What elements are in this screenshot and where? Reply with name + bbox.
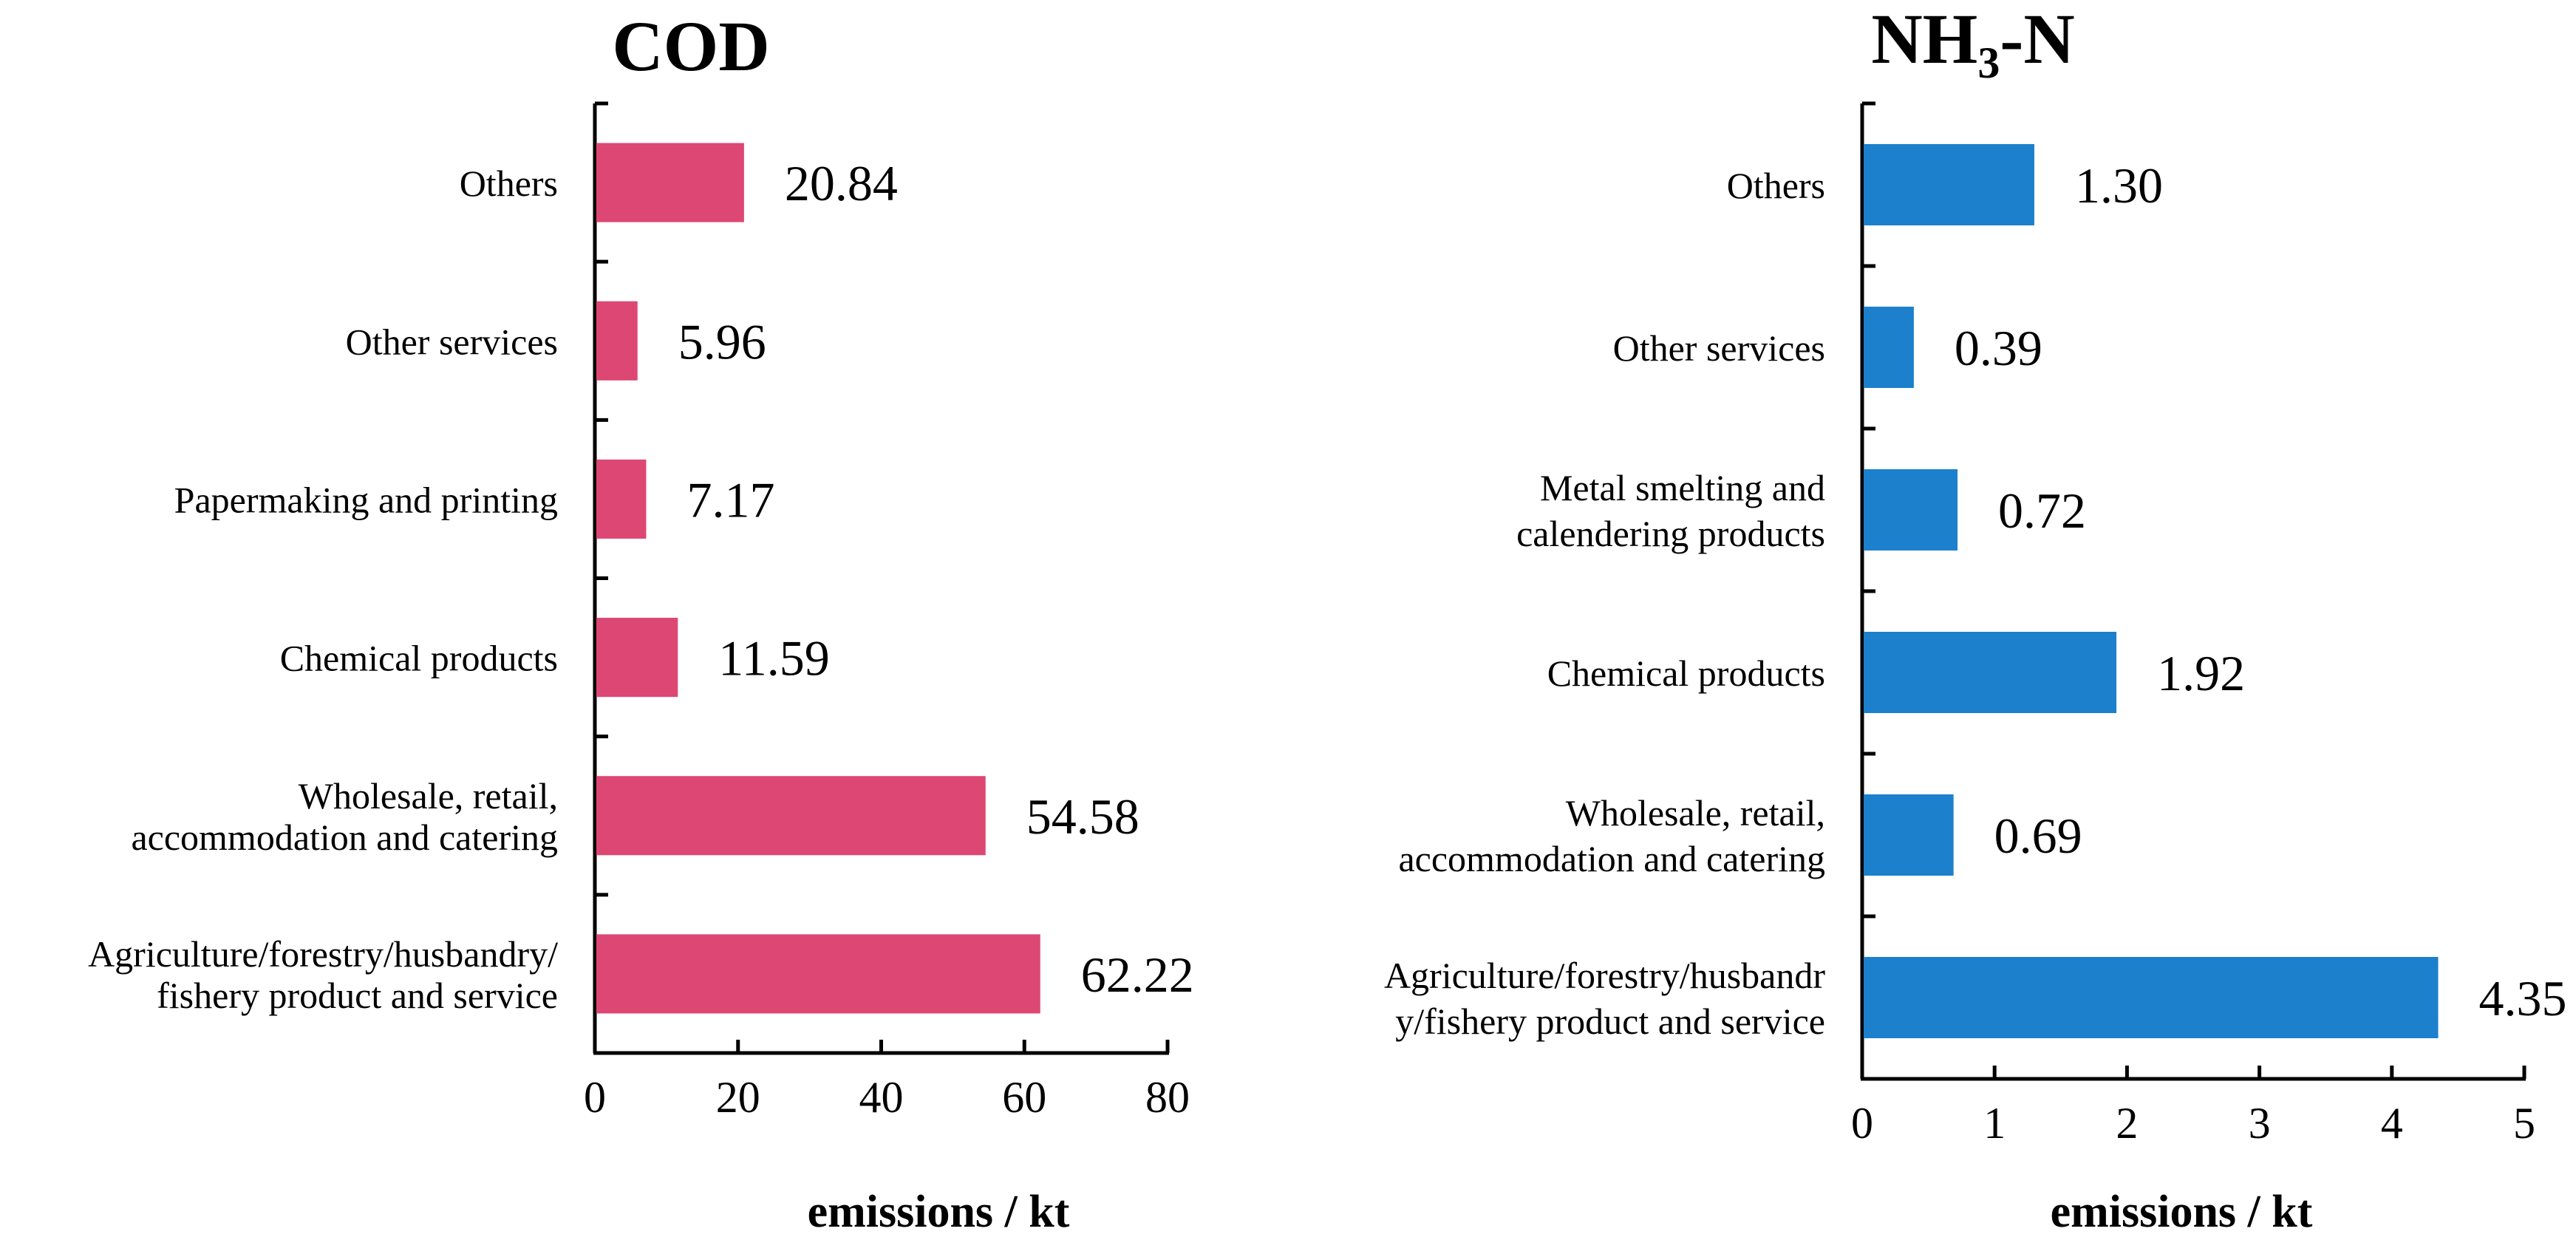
nh3n-value-label: 4.35 [2479,970,2567,1026]
nh3n-value-label: 0.72 [1998,483,2086,539]
nh3n-bar [1864,957,2439,1038]
nh3n-category-label: Others [1727,165,1825,206]
cod-x-tick-label: 80 [1145,1073,1190,1122]
nh3n-bar [1864,307,1914,388]
cod-value-label: 62.22 [1081,947,1194,1003]
cod-category-label: Others [460,163,558,204]
cod-category-label: Papermaking and printing [174,479,558,520]
nh3n-chart-title: NH3-N [1871,0,2074,87]
nh3n-bar [1864,144,2034,225]
cod-bar [596,459,647,539]
nh3n-chart-panel: NH3-N 0 1 2 3 4 5 1.30 Others 0.39 Other services 0… [1384,0,2567,1237]
cod-x-tick-label: 40 [859,1073,904,1122]
nh3n-category-label: Agriculture/forestry/husbandr y/fishery p… [1384,955,1825,1042]
cod-value-label: 11.59 [718,630,829,686]
cod-bar [596,301,638,381]
nh3n-bar [1864,632,2117,713]
nh3n-x-tick-label: 0 [1851,1099,1873,1148]
cod-value-label: 20.84 [785,155,898,211]
nh3n-x-tick-label: 3 [2249,1099,2271,1148]
cod-x-tick-label: 0 [584,1073,606,1122]
nh3n-bar [1864,469,1958,551]
cod-value-label: 7.17 [686,471,774,528]
nh3n-category-label: Wholesale, retail, accommodation and cate… [1398,792,1825,879]
nh3n-category-label: Metal smelting and calendering products [1516,467,1825,554]
cod-category-label: Agriculture/forestry/husbandry/fishery p… [88,933,558,1016]
nh3n-bar [1864,794,1954,876]
nh3n-x-tick-label: 2 [2116,1099,2138,1148]
nh3n-category-label: Chemical products [1547,652,1825,694]
cod-category-label: Other services [346,321,558,362]
cod-category-label: Wholesale, retail, accommodation and cate… [131,775,558,858]
cod-chart-panel: COD 0 20 40 60 80 20.84 Others 5.96 Other service… [88,7,1194,1237]
nh3n-x-tick-label: 1 [1983,1099,2006,1148]
cod-x-axis-title: emissions / kt [808,1187,1070,1237]
nh3n-value-label: 0.39 [1955,320,2042,376]
nh3n-x-axis-title: emissions / kt [2051,1187,2313,1237]
cod-bar [596,618,678,698]
nh3n-value-label: 1.92 [2157,645,2245,701]
cod-x-tick-label: 20 [716,1073,760,1122]
cod-bar [596,143,744,222]
cod-chart-title: COD [612,7,769,86]
cod-x-tick-label: 60 [1002,1073,1046,1122]
cod-bar [596,934,1040,1014]
cod-category-label: Chemical products [280,638,558,679]
cod-bar [596,776,986,856]
cod-value-label: 5.96 [678,313,766,369]
nh3n-value-label: 0.69 [1994,808,2082,864]
nh3n-category-label: Other services [1613,327,1825,369]
nh3n-x-tick-label: 4 [2381,1099,2403,1148]
cod-value-label: 54.58 [1026,788,1139,845]
nh3n-value-label: 1.30 [2075,157,2163,214]
nh3n-x-tick-label: 5 [2513,1099,2535,1148]
